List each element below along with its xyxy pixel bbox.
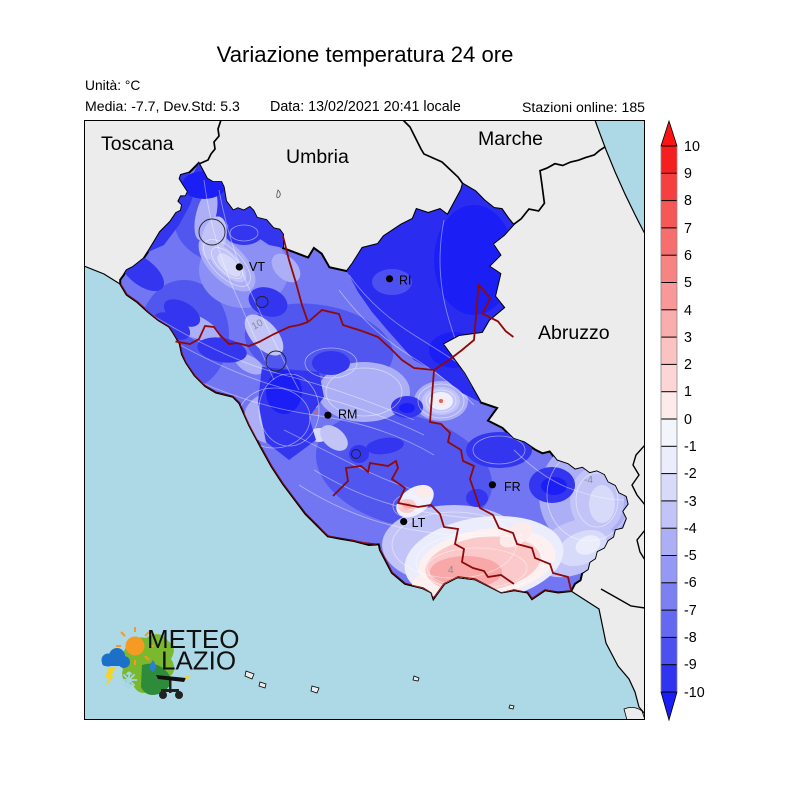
svg-text:-10: -10 xyxy=(684,685,705,701)
svg-text:4: 4 xyxy=(684,303,692,319)
svg-text:Umbria: Umbria xyxy=(286,146,349,168)
svg-text:6: 6 xyxy=(684,248,692,264)
svg-text:LT: LT xyxy=(412,516,426,530)
svg-text:Toscana: Toscana xyxy=(101,133,174,155)
svg-text:3: 3 xyxy=(684,330,692,346)
svg-text:-3: -3 xyxy=(684,494,697,510)
svg-text:10: 10 xyxy=(250,317,266,332)
svg-text:1: 1 xyxy=(684,384,692,400)
svg-text:-7: -7 xyxy=(684,603,697,619)
svg-text:-4: -4 xyxy=(684,521,697,537)
svg-text:-2: -2 xyxy=(684,466,697,482)
svg-text:10: 10 xyxy=(684,139,700,155)
svg-text:Marche: Marche xyxy=(478,128,543,150)
svg-text:FR: FR xyxy=(504,480,521,494)
svg-text:-9: -9 xyxy=(684,657,697,673)
svg-text:METEO: METEO xyxy=(147,624,239,654)
svg-text:RI: RI xyxy=(399,274,412,288)
svg-text:RM: RM xyxy=(338,408,357,422)
svg-text:5: 5 xyxy=(684,275,692,291)
svg-text:0: 0 xyxy=(684,412,692,428)
svg-text:-5: -5 xyxy=(684,548,697,564)
svg-text:Abruzzo: Abruzzo xyxy=(538,322,610,344)
svg-text:7: 7 xyxy=(684,221,692,237)
svg-text:-8: -8 xyxy=(684,630,697,646)
svg-text:-4: -4 xyxy=(584,475,593,486)
svg-text:4: 4 xyxy=(448,565,454,576)
svg-text:8: 8 xyxy=(684,193,692,209)
svg-text:-6: -6 xyxy=(684,575,697,591)
svg-text:LAZIO: LAZIO xyxy=(161,646,236,676)
svg-text:9: 9 xyxy=(684,166,692,182)
svg-text:-1: -1 xyxy=(684,439,697,455)
svg-text:2: 2 xyxy=(684,357,692,373)
svg-text:VT: VT xyxy=(249,260,265,274)
